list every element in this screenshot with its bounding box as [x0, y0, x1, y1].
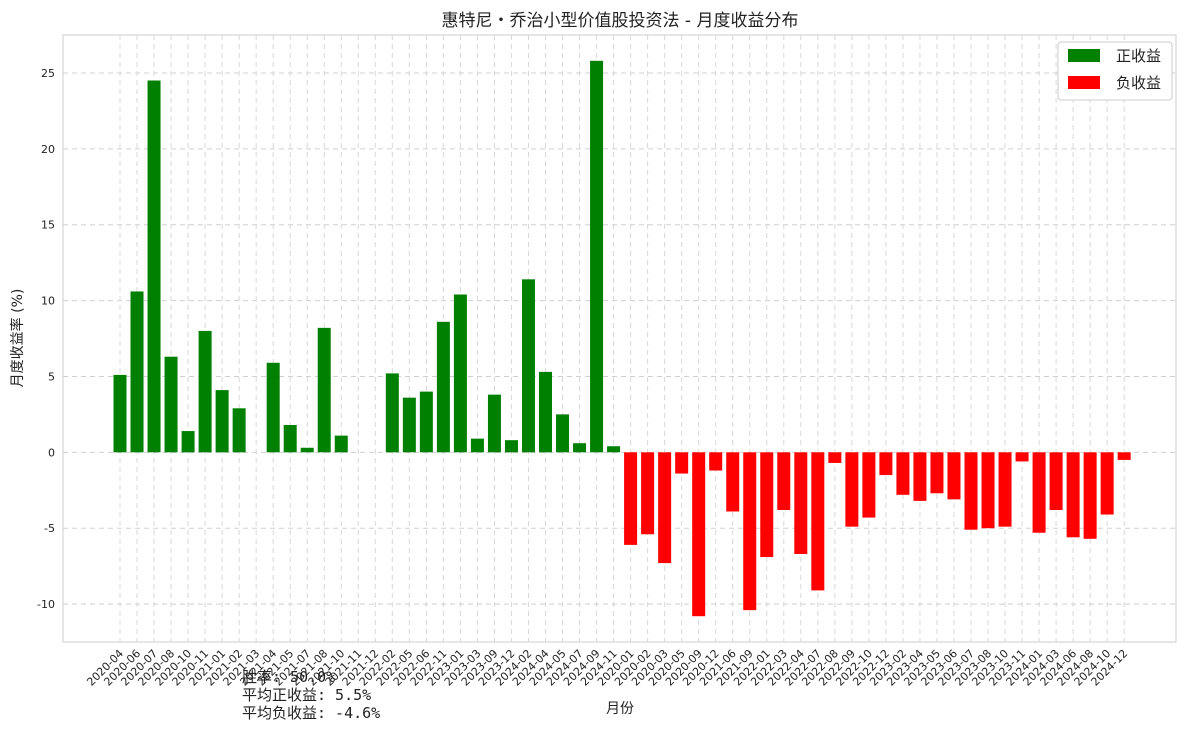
y-tick-label: 15	[41, 219, 55, 232]
positive-bar	[130, 291, 144, 453]
negative-bar	[1066, 452, 1080, 538]
negative-bar	[675, 452, 689, 474]
positive-bar	[436, 321, 450, 453]
negative-bar	[828, 452, 842, 463]
negative-bar	[913, 452, 927, 501]
y-tick-label: 0	[48, 446, 55, 459]
positive-bar	[334, 435, 348, 453]
negative-bar	[862, 452, 876, 518]
negative-bar	[743, 452, 757, 611]
avg-positive-text: 平均正收益: 5.5%	[242, 686, 372, 704]
negative-bar	[811, 452, 825, 591]
negative-bar	[1100, 452, 1114, 515]
positive-bar	[487, 394, 501, 453]
positive-bar	[419, 391, 433, 453]
legend: 正收益 负收益	[1057, 41, 1173, 101]
negative-bar	[964, 452, 978, 530]
positive-bar	[147, 80, 161, 453]
negative-bar	[845, 452, 859, 527]
negative-bar	[1015, 452, 1029, 462]
legend-swatch-positive	[1068, 49, 1100, 62]
chart-title: 惠特尼・乔治小型价值股投资法 - 月度收益分布	[442, 11, 799, 31]
negative-bar	[658, 452, 672, 564]
positive-bar	[266, 362, 280, 453]
legend-label-negative: 负收益	[1116, 74, 1161, 92]
y-tick-label: -5	[44, 522, 55, 535]
x-axis-label: 月份	[606, 701, 634, 717]
positive-bar	[181, 431, 195, 453]
positive-bar	[402, 397, 416, 453]
negative-bar	[981, 452, 995, 529]
plot-area	[62, 34, 1177, 643]
negative-bar	[1049, 452, 1063, 510]
negative-bar	[760, 452, 774, 558]
positive-bar	[317, 327, 331, 453]
positive-bar	[300, 447, 314, 453]
win-rate-text: 胜率: 50.0%	[242, 668, 336, 686]
negative-bar	[777, 452, 791, 510]
positive-bar	[215, 390, 229, 453]
negative-bar	[624, 452, 638, 545]
negative-bar	[709, 452, 723, 471]
legend-swatch-negative	[1068, 76, 1100, 89]
positive-bar	[521, 279, 535, 453]
negative-bar	[1032, 452, 1046, 533]
positive-bar	[113, 374, 127, 453]
negative-bar	[1117, 452, 1131, 460]
negative-bar	[794, 452, 808, 554]
positive-bar	[590, 60, 604, 453]
legend-label-positive: 正收益	[1116, 47, 1161, 65]
negative-bar	[879, 452, 893, 476]
positive-bar	[573, 443, 587, 453]
y-axis-ticks: -10 -5 0 5 10 15 20 25	[37, 67, 55, 611]
y-tick-label: 20	[41, 143, 55, 156]
bars	[113, 60, 1131, 617]
y-tick-label: -10	[37, 598, 55, 611]
positive-bar	[539, 371, 552, 453]
positive-bar	[164, 356, 178, 453]
positive-bar	[470, 438, 484, 453]
positive-bar	[504, 440, 518, 453]
negative-bar	[1083, 452, 1097, 539]
y-tick-label: 5	[48, 370, 55, 383]
avg-negative-text: 平均负收益: -4.6%	[242, 704, 381, 722]
negative-bar	[641, 452, 655, 535]
positive-bar	[556, 414, 570, 453]
y-tick-label: 10	[41, 295, 55, 308]
negative-bar	[692, 452, 706, 617]
y-axis-label: 月度收益率 (%)	[9, 289, 26, 388]
negative-bar	[896, 452, 910, 495]
positive-bar	[198, 330, 212, 453]
negative-bar	[726, 452, 740, 512]
positive-bar	[385, 373, 399, 453]
negative-bar	[930, 452, 944, 494]
positive-bar	[232, 408, 246, 453]
y-tick-label: 25	[41, 67, 55, 80]
negative-bar	[947, 452, 961, 500]
stats-annotation: 胜率: 50.0% 平均正收益: 5.5% 平均负收益: -4.6%	[242, 668, 380, 722]
positive-bar	[453, 294, 467, 453]
negative-bar	[998, 452, 1012, 527]
positive-bar	[607, 446, 621, 453]
positive-bar	[283, 424, 297, 453]
